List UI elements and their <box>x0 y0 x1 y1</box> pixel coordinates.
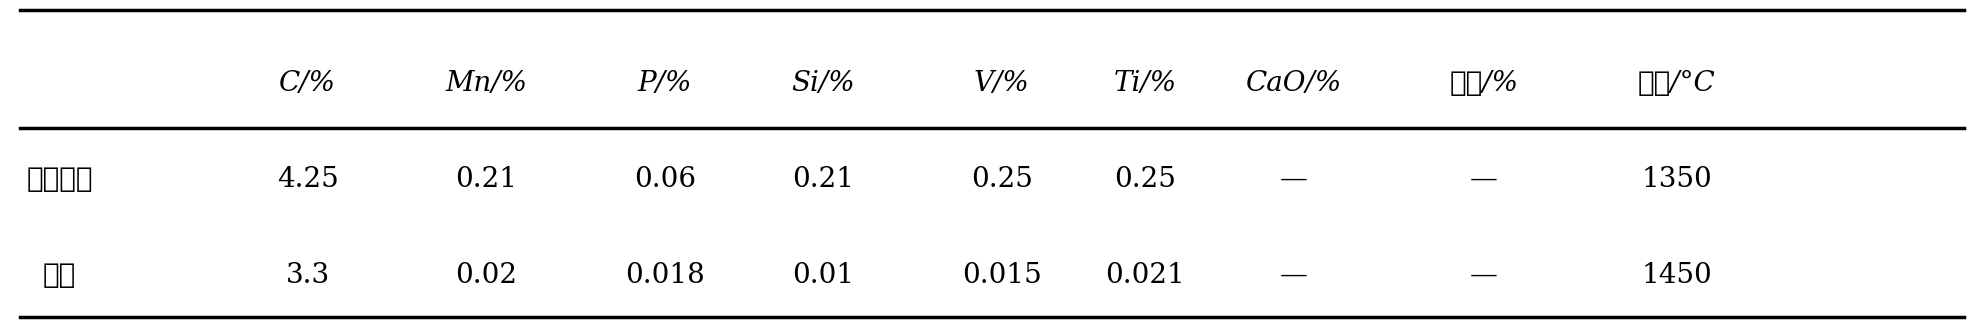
Text: 含钒铁水: 含钒铁水 <box>26 166 93 193</box>
Text: Ti/%: Ti/% <box>1113 70 1177 97</box>
Text: 烧损/%: 烧损/% <box>1450 70 1518 97</box>
Text: CaO/%: CaO/% <box>1246 70 1341 97</box>
Text: V/%: V/% <box>974 70 1030 97</box>
Text: 4.25: 4.25 <box>276 166 339 193</box>
Text: 0.02: 0.02 <box>454 262 518 289</box>
Text: 温度/°C: 温度/°C <box>1637 70 1716 97</box>
Text: 0.018: 0.018 <box>625 262 704 289</box>
Text: 0.21: 0.21 <box>792 166 855 193</box>
Text: —: — <box>1280 166 1307 193</box>
Text: 0.25: 0.25 <box>970 166 1034 193</box>
Text: P/%: P/% <box>637 70 692 97</box>
Text: Si/%: Si/% <box>792 70 855 97</box>
Text: 半钓: 半钓 <box>44 262 75 289</box>
Text: 0.25: 0.25 <box>1113 166 1177 193</box>
Text: Mn/%: Mn/% <box>444 70 528 97</box>
Text: 3.3: 3.3 <box>286 262 329 289</box>
Text: —: — <box>1470 166 1498 193</box>
Text: 1450: 1450 <box>1641 262 1712 289</box>
Text: —: — <box>1470 262 1498 289</box>
Text: 0.21: 0.21 <box>454 166 518 193</box>
Text: 1350: 1350 <box>1641 166 1712 193</box>
Text: 0.021: 0.021 <box>1105 262 1184 289</box>
Text: C/%: C/% <box>280 70 335 97</box>
Text: —: — <box>1280 262 1307 289</box>
Text: 0.015: 0.015 <box>962 262 1042 289</box>
Text: 0.01: 0.01 <box>792 262 855 289</box>
Text: 0.06: 0.06 <box>633 166 696 193</box>
